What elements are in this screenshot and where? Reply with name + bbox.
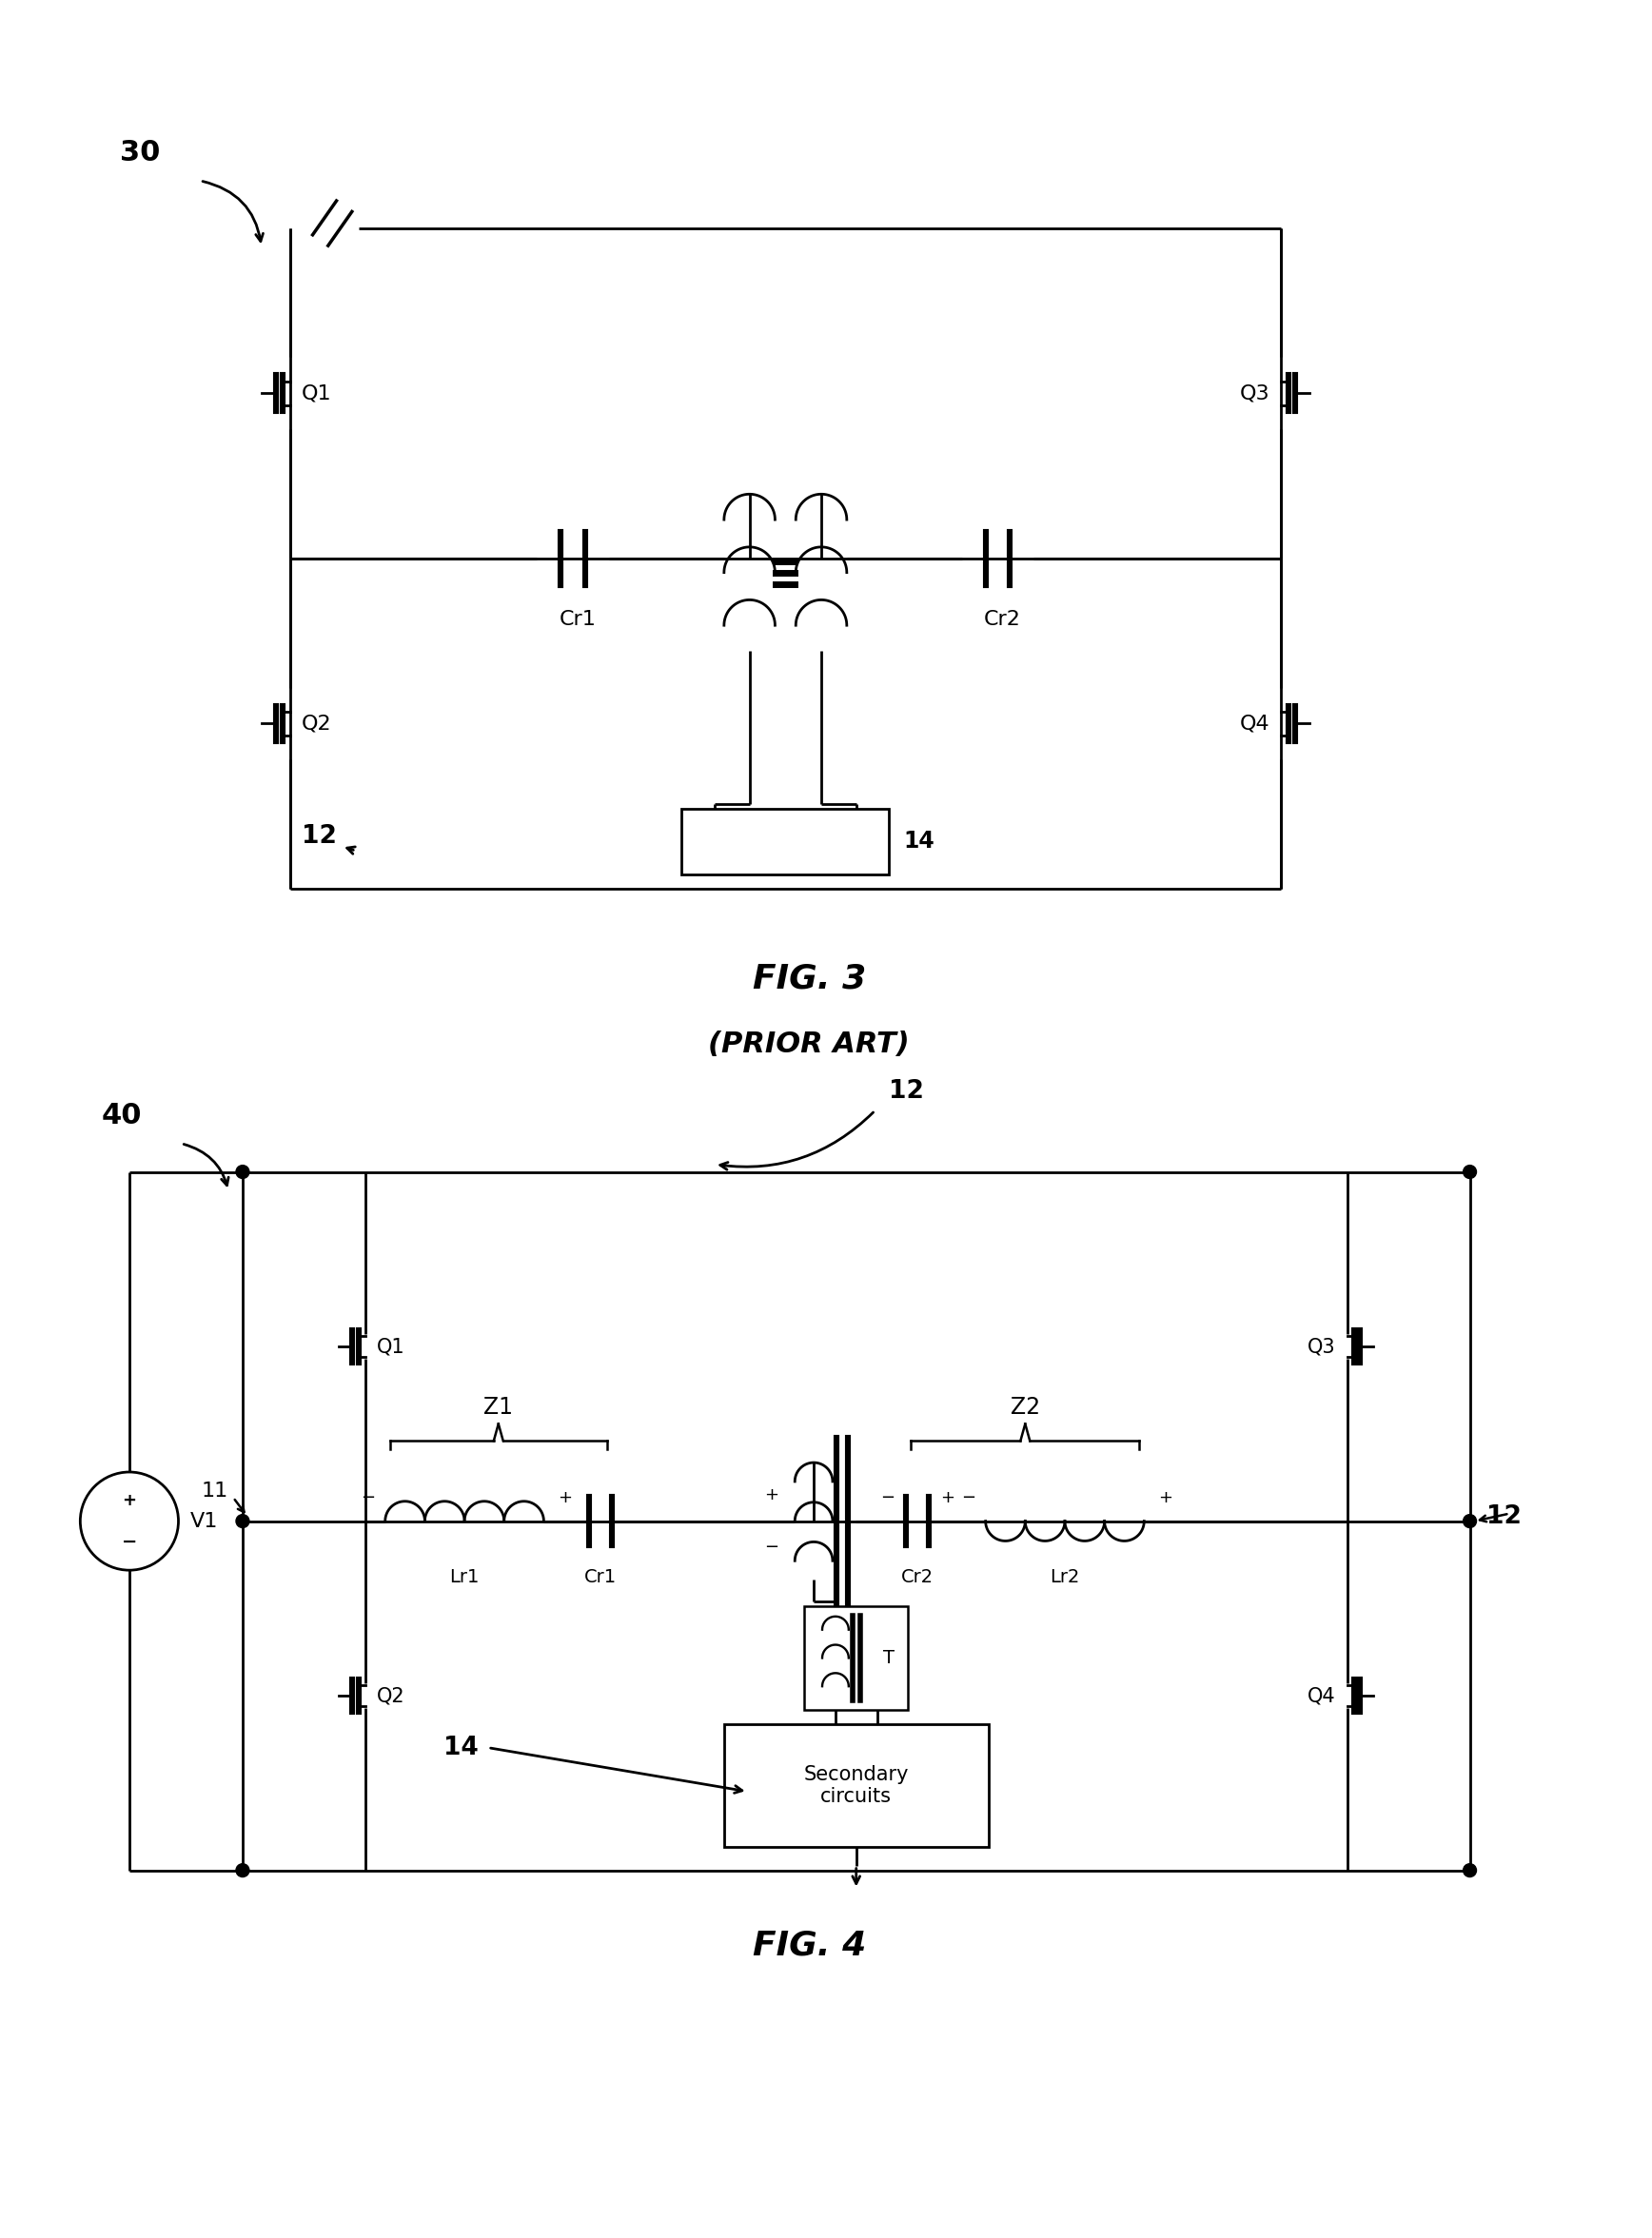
Text: 11: 11 — [202, 1482, 228, 1499]
Text: V1: V1 — [190, 1511, 218, 1531]
Circle shape — [1464, 1864, 1477, 1878]
Text: 12: 12 — [302, 824, 337, 848]
Text: −: − — [765, 1540, 778, 1555]
Text: 40: 40 — [101, 1101, 142, 1128]
Text: Lr2: Lr2 — [1051, 1569, 1080, 1587]
Text: 30: 30 — [121, 139, 160, 166]
Circle shape — [236, 1166, 249, 1179]
Text: +: + — [765, 1486, 778, 1504]
Text: (PRIOR ART): (PRIOR ART) — [709, 1032, 910, 1059]
Text: Cr1: Cr1 — [585, 1569, 616, 1587]
Text: FIG. 4: FIG. 4 — [752, 1929, 866, 1963]
Circle shape — [236, 1864, 249, 1878]
Text: +: + — [940, 1488, 955, 1506]
Text: Q1: Q1 — [377, 1336, 405, 1356]
FancyArrowPatch shape — [203, 181, 263, 242]
Text: −: − — [881, 1488, 894, 1506]
Bar — [682, 808, 889, 875]
Text: FIG. 3: FIG. 3 — [752, 962, 866, 994]
Text: +: + — [1158, 1488, 1171, 1506]
Circle shape — [1464, 1166, 1477, 1179]
Text: Q3: Q3 — [1308, 1336, 1336, 1356]
Text: +: + — [122, 1493, 137, 1508]
Text: −: − — [961, 1488, 976, 1506]
Text: 12: 12 — [889, 1079, 925, 1103]
Text: Lr1: Lr1 — [449, 1569, 479, 1587]
Text: Q4: Q4 — [1308, 1685, 1336, 1705]
Text: 12: 12 — [1487, 1504, 1521, 1529]
Text: Q2: Q2 — [301, 714, 332, 734]
FancyArrowPatch shape — [720, 1112, 874, 1170]
Bar — [805, 1607, 909, 1710]
Text: Z1: Z1 — [484, 1397, 514, 1419]
Text: Q1: Q1 — [301, 383, 332, 403]
FancyArrowPatch shape — [183, 1144, 228, 1186]
Text: T: T — [884, 1649, 895, 1667]
Text: 14: 14 — [444, 1734, 479, 1759]
Text: Cr2: Cr2 — [902, 1569, 933, 1587]
Text: Z2: Z2 — [1011, 1397, 1041, 1419]
Circle shape — [1464, 1515, 1477, 1529]
Text: Q3: Q3 — [1239, 383, 1270, 403]
Text: Cr2: Cr2 — [985, 611, 1021, 629]
Text: −: − — [122, 1533, 137, 1551]
Text: +: + — [557, 1488, 572, 1506]
Bar — [724, 1723, 988, 1846]
Text: Secondary
circuits: Secondary circuits — [803, 1766, 909, 1806]
Text: Q4: Q4 — [1239, 714, 1270, 734]
Text: Q2: Q2 — [377, 1685, 405, 1705]
Circle shape — [236, 1515, 249, 1529]
Text: −: − — [362, 1488, 375, 1506]
Text: 14: 14 — [904, 830, 935, 853]
Text: Cr1: Cr1 — [560, 611, 596, 629]
